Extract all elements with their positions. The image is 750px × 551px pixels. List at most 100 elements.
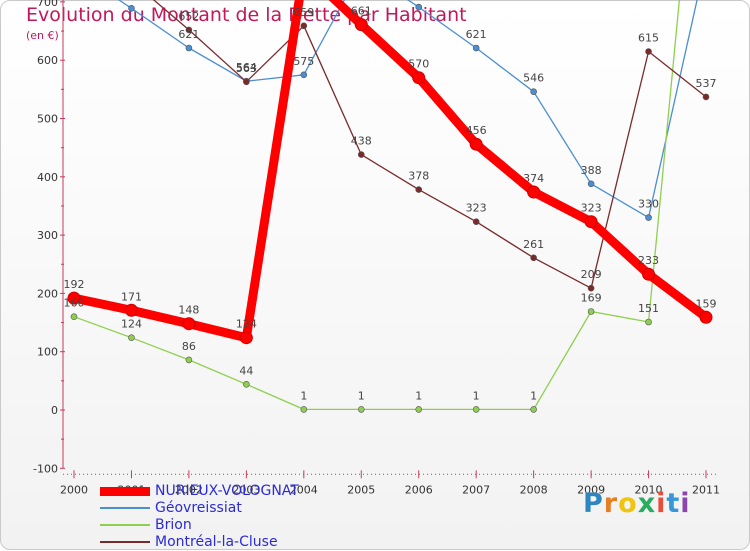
logo-letter: t (666, 488, 680, 519)
data-point-nurieux-volognat (125, 304, 137, 316)
data-point-nurieux-volognat (700, 311, 712, 323)
data-label-brion: 160 (64, 297, 85, 310)
data-label-nurieux-volognat: 192 (64, 278, 85, 291)
data-label-brion: 169 (581, 292, 602, 305)
y-tick-label: 400 (37, 171, 58, 184)
logo-letter: P (583, 488, 604, 519)
data-point-montreal-la-cluse (588, 285, 594, 291)
x-tick-label: 2006 (405, 483, 433, 496)
data-label-brion: 1 (358, 389, 365, 402)
data-label-nurieux-volognat: 456 (466, 124, 487, 137)
data-point-montreal-la-cluse (531, 255, 537, 261)
y-tick-label: 200 (37, 287, 58, 300)
data-label-nurieux-volognat: 159 (696, 297, 717, 310)
data-label-geovreissiat: 388 (581, 164, 602, 177)
data-point-geovreissiat (473, 45, 479, 51)
data-point-montreal-la-cluse (358, 152, 364, 158)
data-point-nurieux-volognat (355, 19, 367, 31)
data-label-brion: 124 (121, 318, 142, 331)
logo-letter: r (604, 488, 618, 519)
y-tick-label: 500 (37, 113, 58, 126)
data-point-geovreissiat (301, 72, 307, 78)
data-point-geovreissiat (128, 5, 134, 11)
data-label-nurieux-volognat: 374 (523, 172, 544, 185)
data-label-geovreissiat: 330 (638, 198, 659, 211)
legend-label: Montréal-la-Cluse (155, 534, 278, 550)
legend-label: Géovreissiat (155, 500, 242, 516)
x-tick-label: 2000 (60, 483, 88, 496)
data-label-montreal-la-cluse: 652 (178, 10, 199, 23)
data-label-montreal-la-cluse: 659 (293, 6, 314, 19)
x-tick-label: 2007 (462, 483, 490, 496)
data-label-geovreissiat: 621 (466, 28, 487, 41)
data-label-nurieux-volognat: 171 (121, 290, 142, 303)
data-point-nurieux-volognat (643, 268, 655, 280)
data-point-nurieux-volognat (183, 318, 195, 330)
logo-letter: i (656, 488, 666, 519)
data-point-montreal-la-cluse (243, 79, 249, 85)
legend-swatch (100, 524, 150, 526)
data-label-brion: 86 (182, 340, 196, 353)
data-point-brion (243, 381, 249, 387)
y-tick-label: 700 (37, 0, 58, 9)
data-label-montreal-la-cluse: 615 (638, 32, 659, 45)
y-tick-label: 0 (51, 404, 58, 417)
data-label-brion: 151 (638, 302, 659, 315)
proxiti-logo: Proxiti (583, 488, 691, 519)
data-point-brion (301, 406, 307, 412)
data-label-nurieux-volognat: 233 (638, 254, 659, 267)
data-point-brion (473, 406, 479, 412)
data-point-brion (358, 406, 364, 412)
data-point-nurieux-volognat (585, 216, 597, 228)
data-point-brion (71, 314, 77, 320)
data-label-brion: 1 (473, 389, 480, 402)
data-point-montreal-la-cluse (301, 23, 307, 29)
logo-letter: x (638, 488, 656, 519)
data-label-montreal-la-cluse: 563 (236, 62, 257, 75)
legend-label: NURIEUX-VOLOGNAT (155, 483, 299, 499)
data-point-nurieux-volognat (470, 138, 482, 150)
data-label-geovreissiat: 621 (178, 28, 199, 41)
data-point-brion (588, 309, 594, 315)
data-point-montreal-la-cluse (416, 187, 422, 193)
data-label-brion: 44 (239, 364, 253, 377)
y-tick-label: -100 (33, 462, 58, 475)
x-tick-label: 2008 (520, 483, 548, 496)
data-label-montreal-la-cluse: 261 (523, 238, 544, 251)
data-label-nurieux-volognat: 323 (581, 202, 602, 215)
y-tick-label: 100 (37, 346, 58, 359)
data-point-geovreissiat (186, 45, 192, 51)
series-line-nurieux-volognat (74, 0, 706, 338)
logo-letter: o (618, 488, 638, 519)
logo-letter: i (680, 488, 690, 519)
data-label-brion: 1 (415, 389, 422, 402)
series-line-geovreissiat (74, 0, 706, 218)
data-point-brion (416, 406, 422, 412)
data-label-montreal-la-cluse: 537 (696, 77, 717, 90)
data-point-brion (646, 319, 652, 325)
data-point-geovreissiat (531, 89, 537, 95)
data-point-nurieux-volognat (413, 72, 425, 84)
data-point-brion (128, 335, 134, 341)
data-label-nurieux-volognat: 148 (178, 304, 199, 317)
data-point-geovreissiat (646, 215, 652, 221)
x-tick-label: 2011 (692, 483, 720, 496)
data-point-nurieux-volognat (240, 332, 252, 344)
data-label-montreal-la-cluse: 209 (581, 268, 602, 281)
x-tick-label: 2005 (347, 483, 375, 496)
data-label-brion: 1 (300, 389, 307, 402)
data-point-geovreissiat (416, 4, 422, 10)
data-label-geovreissiat: 575 (293, 55, 314, 68)
data-point-montreal-la-cluse (646, 49, 652, 55)
data-point-brion (186, 357, 192, 363)
data-label-nurieux-volognat: 124 (236, 318, 257, 331)
data-point-nurieux-volognat (528, 186, 540, 198)
data-point-brion (531, 406, 537, 412)
data-point-montreal-la-cluse (473, 219, 479, 225)
data-label-montreal-la-cluse: 323 (466, 202, 487, 215)
data-label-nurieux-volognat: 661 (351, 5, 372, 18)
legend-label: Brion (155, 517, 192, 533)
y-tick-label: 600 (37, 54, 58, 67)
data-label-geovreissiat: 546 (523, 72, 544, 85)
